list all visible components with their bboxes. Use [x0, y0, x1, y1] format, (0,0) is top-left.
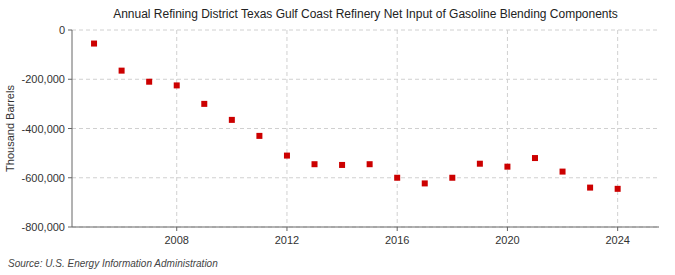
- axes: 0 -200,000 -400,000 -600,000 -800,000 2008 201…: [22, 24, 659, 246]
- x-tick: [176, 227, 177, 231]
- point: [146, 79, 152, 85]
- point: [339, 162, 345, 168]
- y-tick-label: -800,000: [22, 221, 65, 233]
- y-grid-line: [72, 30, 659, 31]
- x-tick-label: 2016: [385, 234, 409, 246]
- y-axis-line: [72, 30, 73, 227]
- y-tick: [68, 227, 72, 228]
- x-tick: [397, 227, 398, 231]
- x-grid-line: [286, 30, 287, 227]
- y-tick-label: -200,000: [22, 73, 65, 85]
- y-tick: [68, 30, 72, 31]
- y-grid-line: [72, 227, 659, 228]
- point: [615, 186, 621, 192]
- y-tick: [68, 128, 72, 129]
- point: [367, 161, 373, 167]
- y-axis-label: Thousand Barrels: [4, 85, 16, 172]
- x-tick-label: 2008: [164, 234, 188, 246]
- grid: [72, 30, 659, 227]
- point: [312, 161, 318, 167]
- point: [560, 169, 566, 175]
- x-grid-line: [507, 30, 508, 227]
- point: [256, 133, 262, 139]
- x-tick: [286, 227, 287, 231]
- x-grid-line: [617, 30, 618, 227]
- y-tick-label: -600,000: [22, 172, 65, 184]
- point: [174, 82, 180, 88]
- x-tick-label: 2012: [275, 234, 299, 246]
- x-grid-line: [397, 30, 398, 227]
- title: Annual Refining District Texas Gulf Coas…: [113, 7, 618, 21]
- points: [91, 41, 621, 192]
- point: [587, 185, 593, 191]
- point: [119, 68, 125, 74]
- x-tick-label: 2020: [495, 234, 519, 246]
- y-tick: [68, 79, 72, 80]
- chart: Annual Refining District Texas Gulf Coas…: [0, 0, 675, 275]
- point: [229, 117, 235, 123]
- point: [394, 175, 400, 181]
- point: [201, 101, 207, 107]
- y-grid-line: [72, 177, 659, 178]
- point: [477, 161, 483, 167]
- x-axis-line: [72, 227, 659, 228]
- y-grid-line: [72, 79, 659, 80]
- point: [532, 155, 538, 161]
- x-tick-label: 2024: [605, 234, 629, 246]
- x-tick: [617, 227, 618, 231]
- x-tick: [507, 227, 508, 231]
- y-tick-label: 0: [59, 24, 65, 36]
- y-grid-line: [72, 128, 659, 129]
- point: [91, 41, 97, 47]
- point: [504, 164, 510, 170]
- point: [449, 175, 455, 181]
- y-tick: [68, 177, 72, 178]
- point: [422, 180, 428, 186]
- y-tick-label: -400,000: [22, 123, 65, 135]
- source: Source: U.S. Energy Information Administ…: [8, 258, 218, 269]
- point: [284, 153, 290, 159]
- x-grid-line: [176, 30, 177, 227]
